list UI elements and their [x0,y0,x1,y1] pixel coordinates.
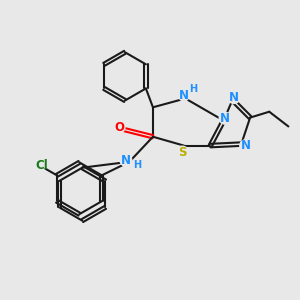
Circle shape [113,121,125,133]
Circle shape [120,154,132,166]
Text: Cl: Cl [35,159,48,172]
Circle shape [219,112,231,124]
Text: N: N [179,89,189,102]
Text: N: N [229,91,239,104]
Text: N: N [220,112,230,125]
Circle shape [240,140,252,152]
Circle shape [178,90,189,101]
Circle shape [176,146,188,158]
Text: H: H [133,160,141,170]
Circle shape [228,92,240,103]
Text: N: N [121,154,131,167]
Text: N: N [241,139,251,152]
Text: S: S [178,146,187,159]
Text: H: H [189,84,197,94]
Text: O: O [114,121,124,134]
